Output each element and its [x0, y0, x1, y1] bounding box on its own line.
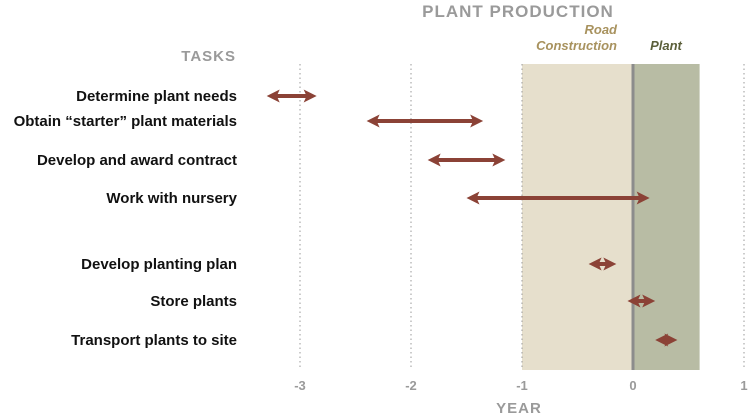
chart-title: PLANT PRODUCTION — [422, 2, 614, 21]
task-label: Determine plant needs — [76, 88, 237, 105]
region-road-construction — [522, 64, 633, 370]
x-tick-label: -1 — [516, 378, 528, 393]
task-labels: Determine plant needs Obtain “starter” pl… — [14, 88, 238, 349]
task-label: Develop and award contract — [37, 152, 237, 169]
region-plant — [633, 64, 700, 370]
tasks-axis-label: TASKS — [181, 48, 236, 65]
region-label-plant: Plant — [650, 38, 682, 53]
task-label: Transport plants to site — [71, 332, 237, 349]
x-axis-label: YEAR — [496, 400, 542, 417]
task-arrow — [366, 114, 484, 128]
x-tick-label: -2 — [405, 378, 417, 393]
region-label-road-construction: Road Construction — [536, 22, 618, 53]
task-arrow — [588, 257, 617, 271]
x-tick-label: 0 — [629, 378, 636, 393]
task-arrow — [466, 191, 650, 205]
task-label: Work with nursery — [106, 190, 237, 207]
task-arrow — [627, 294, 656, 308]
task-label: Develop planting plan — [81, 256, 237, 273]
task-label: Store plants — [150, 293, 237, 310]
task-arrow — [655, 333, 678, 347]
x-tick-labels: -3 -2 -1 0 1 — [294, 378, 747, 393]
time-regions: Road Construction Plant — [522, 22, 700, 370]
task-label: Obtain “starter” plant materials — [14, 113, 237, 130]
x-tick-label: -3 — [294, 378, 306, 393]
task-arrow — [266, 89, 317, 103]
task-arrow — [427, 153, 506, 167]
task-arrows — [266, 89, 678, 347]
x-tick-label: 1 — [740, 378, 747, 393]
grid-lines — [299, 64, 745, 370]
